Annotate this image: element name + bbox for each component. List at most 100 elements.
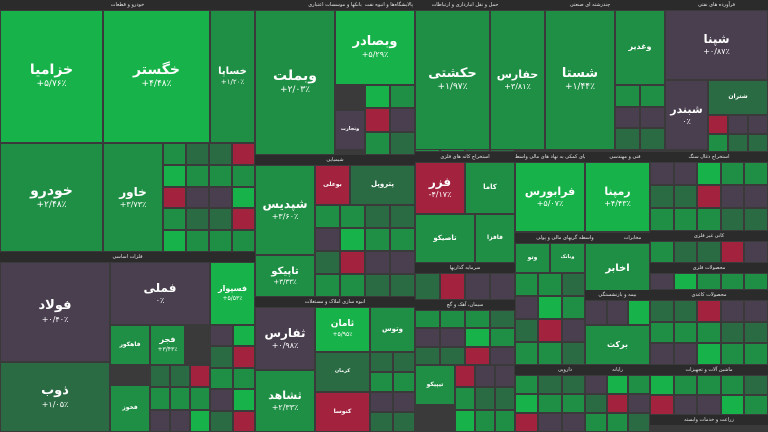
small-stock-tile[interactable] (232, 208, 255, 231)
small-stock-tile[interactable] (650, 300, 674, 322)
small-stock-tile[interactable] (190, 365, 210, 388)
small-stock-tile[interactable] (744, 343, 768, 365)
stock-tile[interactable]: فافزا (475, 214, 515, 263)
stock-tile[interactable]: تاپیکو +۳/۳۳٪ (255, 255, 315, 297)
small-stock-tile[interactable] (673, 343, 698, 365)
stock-tile[interactable]: حکشتی +۱/۹۷٪ (415, 10, 490, 150)
small-stock-tile[interactable] (744, 162, 768, 185)
small-stock-tile[interactable] (232, 367, 255, 390)
small-stock-tile[interactable] (390, 274, 415, 297)
small-stock-tile[interactable] (315, 205, 340, 228)
small-stock-tile[interactable] (150, 409, 170, 432)
small-stock-tile[interactable] (465, 273, 490, 300)
small-stock-tile[interactable] (190, 387, 210, 410)
small-stock-tile[interactable] (708, 115, 728, 134)
small-stock-tile[interactable] (744, 208, 768, 231)
stock-tile[interactable]: کاما (465, 162, 515, 214)
small-stock-tile[interactable] (628, 300, 650, 325)
small-stock-tile[interactable] (606, 413, 629, 432)
stock-tile[interactable]: شپدیس +۳/۶۰٪ (255, 165, 315, 255)
small-stock-tile[interactable] (370, 372, 393, 392)
stock-tile[interactable]: شستا +۱/۴۴٪ (545, 10, 615, 150)
small-stock-tile[interactable] (495, 387, 515, 410)
small-stock-tile[interactable] (490, 310, 515, 329)
small-stock-tile[interactable] (232, 143, 255, 165)
small-stock-tile[interactable] (490, 346, 515, 365)
small-stock-tile[interactable] (744, 395, 768, 415)
small-stock-tile[interactable] (538, 296, 562, 319)
stock-tile[interactable]: کرمان (315, 352, 370, 392)
small-stock-tile[interactable] (392, 352, 415, 372)
small-stock-tile[interactable] (365, 274, 390, 297)
small-stock-tile[interactable] (561, 394, 585, 413)
small-stock-tile[interactable] (673, 375, 698, 395)
small-stock-tile[interactable] (720, 300, 745, 322)
small-stock-tile[interactable] (515, 319, 539, 342)
small-stock-tile[interactable] (720, 241, 745, 263)
small-stock-tile[interactable] (720, 395, 745, 415)
small-stock-tile[interactable] (232, 325, 255, 347)
small-stock-tile[interactable] (340, 251, 365, 274)
small-stock-tile[interactable] (415, 328, 440, 347)
small-stock-tile[interactable] (728, 115, 748, 134)
small-stock-tile[interactable] (561, 296, 585, 319)
stock-tile[interactable]: ثامان +۵/۹۵٪ (315, 307, 370, 352)
stock-tile[interactable]: فرابورس +۵/۰۷٪ (515, 162, 585, 232)
small-stock-tile[interactable] (163, 186, 186, 209)
small-stock-tile[interactable] (697, 185, 721, 208)
small-stock-tile[interactable] (697, 241, 721, 263)
small-stock-tile[interactable] (561, 342, 585, 365)
small-stock-tile[interactable] (720, 321, 745, 344)
stock-tile[interactable]: ذوب +۱/۰۵٪ (0, 362, 110, 432)
stock-tile[interactable]: اخابر (585, 243, 650, 293)
small-stock-tile[interactable] (673, 273, 698, 290)
small-stock-tile[interactable] (390, 131, 415, 155)
small-stock-tile[interactable] (640, 128, 665, 150)
small-stock-tile[interactable] (390, 228, 415, 251)
small-stock-tile[interactable] (232, 186, 255, 209)
small-stock-tile[interactable] (697, 300, 721, 322)
small-stock-tile[interactable] (515, 342, 539, 365)
small-stock-tile[interactable] (744, 321, 768, 344)
small-stock-tile[interactable] (440, 310, 465, 329)
small-stock-tile[interactable] (615, 106, 640, 129)
small-stock-tile[interactable] (365, 85, 390, 109)
small-stock-tile[interactable] (455, 409, 475, 432)
small-stock-tile[interactable] (538, 319, 562, 342)
stock-tile[interactable]: فخوز (110, 385, 150, 432)
small-stock-tile[interactable] (465, 310, 490, 329)
small-stock-tile[interactable] (640, 85, 665, 107)
small-stock-tile[interactable] (390, 205, 415, 228)
small-stock-tile[interactable] (150, 365, 170, 388)
small-stock-tile[interactable] (538, 273, 562, 296)
small-stock-tile[interactable] (440, 328, 465, 347)
stock-tile[interactable]: خزامیا +۵/۷۶٪ (0, 10, 103, 143)
small-stock-tile[interactable] (415, 346, 440, 365)
small-stock-tile[interactable] (390, 85, 415, 109)
small-stock-tile[interactable] (163, 230, 186, 252)
small-stock-tile[interactable] (232, 410, 255, 432)
small-stock-tile[interactable] (232, 230, 255, 252)
small-stock-tile[interactable] (728, 133, 748, 152)
small-stock-tile[interactable] (315, 251, 340, 274)
small-stock-tile[interactable] (697, 375, 721, 395)
small-stock-tile[interactable] (650, 321, 674, 344)
small-stock-tile[interactable] (697, 343, 721, 365)
small-stock-tile[interactable] (640, 106, 665, 129)
small-stock-tile[interactable] (628, 375, 650, 394)
small-stock-tile[interactable] (465, 346, 490, 365)
stock-tile[interactable]: رمپنا +۴/۴۳٪ (585, 162, 650, 232)
stock-tile[interactable]: فجر +۳/۴۳٪ (150, 325, 185, 365)
small-stock-tile[interactable] (744, 300, 768, 322)
small-stock-tile[interactable] (209, 164, 232, 187)
small-stock-tile[interactable] (673, 395, 698, 415)
small-stock-tile[interactable] (163, 208, 186, 231)
small-stock-tile[interactable] (615, 128, 640, 150)
small-stock-tile[interactable] (170, 365, 190, 388)
small-stock-tile[interactable] (340, 205, 365, 228)
small-stock-tile[interactable] (495, 409, 515, 432)
stock-tile[interactable]: بوعلی (315, 165, 350, 205)
stock-tile[interactable]: ثفارس +۰/۹۸٪ (255, 307, 315, 370)
small-stock-tile[interactable] (561, 319, 585, 342)
small-stock-tile[interactable] (744, 273, 768, 290)
